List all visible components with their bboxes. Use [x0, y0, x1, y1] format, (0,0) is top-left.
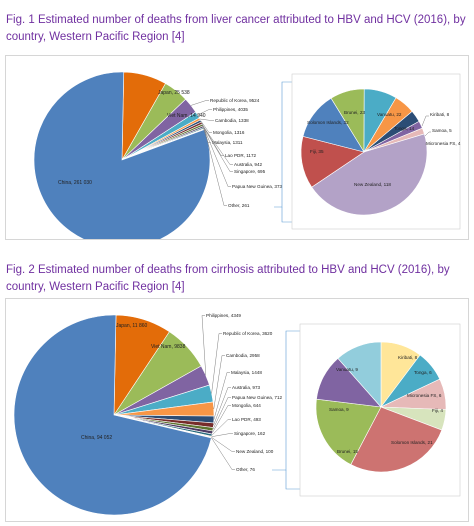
fig1-other-slice-solomon-islands [302, 97, 365, 153]
fig1-other-label-tonga: Tonga, 14 [394, 126, 415, 131]
figure-1-pie-chart: China, 261 030 Japan, 25 538 Viet Nam, 14 … [33, 71, 461, 249]
fig1-label-republic-of-korea: Republic of Korea, 9524 [210, 98, 260, 103]
fig1-label-singapore: Singapore, 695 [234, 169, 266, 174]
fig2-leader-other [211, 437, 235, 470]
fig2-leader-lao-pdr [211, 419, 231, 436]
fig2-other-slice-brunei [315, 398, 382, 465]
fig2-leader-new-zealand [211, 437, 235, 452]
fig2-leader-papua-new-guinea [212, 397, 231, 430]
fig1-leader-australia [203, 126, 233, 165]
fig1-main-slice-china [33, 71, 211, 249]
fig2-leader-singapore [211, 433, 233, 437]
fig1-label-other: Other, 261 [228, 203, 250, 208]
fig1-label-cambodia: Cambodia, 1338 [215, 118, 249, 123]
fig2-connector-bottom [285, 470, 300, 490]
fig2-label-republic-of-korea: Republic of Korea, 3620 [223, 331, 273, 336]
fig2-label-cambodia: Cambodia, 2958 [226, 353, 260, 358]
fig1-leader-mongolia [200, 120, 212, 133]
fig2-label-lao-pdr: Lao PDR, 493 [232, 417, 261, 422]
figure-2-pie-chart: China, 94 052 Japan, 11 860 Viet Nam, 9838… [13, 313, 461, 516]
fig2-leader-cambodia [213, 355, 225, 410]
fig2-label-papua-new-guinea: Papua New Guinea, 712 [232, 395, 283, 400]
figure-1-title: Fig. 1 Estimated number of deaths from l… [6, 14, 466, 43]
fig2-other-label-kiribati: Kiribati, 8 [398, 355, 418, 360]
fig2-leader-malaysia [213, 372, 230, 420]
fig1-label-philippines: Philippines, 4035 [213, 107, 248, 112]
fig2-label-mongolia: Mongolia, 644 [232, 403, 261, 408]
fig2-other-label-samoa: Samoa, 9 [329, 407, 349, 412]
fig2-other-label-micronesia: Micronesia FS, 6 [407, 393, 442, 398]
fig2-other-label-fiji: Fiji, 4 [432, 408, 443, 413]
fig2-label-new-zealand: New Zealand, 100 [236, 449, 274, 454]
fig1-other-label-new-zealand: New Zealand, 118 [354, 182, 391, 187]
fig1-connector-top [274, 81, 292, 208]
fig1-other-label-samoa: Samoa, 5 [432, 128, 452, 133]
fig2-other-slice-solomon-islands [350, 406, 443, 473]
fig1-other-label-solomon: Solomon Islands, 32 [307, 120, 349, 125]
fig2-label-singapore: Singapore, 162 [234, 431, 266, 436]
fig1-label-mongolia: Mongolia, 1316 [213, 130, 245, 135]
fig1-label-japan: Japan, 25 538 [158, 90, 190, 96]
fig1-other-label-brunei: Brunei, 23 [344, 110, 365, 115]
fig2-leader-mongolia [212, 405, 231, 433]
fig1-other-label-micronesia: Micronesia FS, 4 [426, 141, 461, 146]
fig2-label-japan: Japan, 11 860 [116, 323, 148, 329]
fig2-label-malaysia: Malaysia, 1448 [231, 370, 262, 375]
fig1-other-label-fiji: Fiji, 35 [310, 149, 324, 154]
fig2-label-china: China, 94 052 [81, 435, 112, 441]
fig1-label-australia: Australia, 942 [234, 162, 263, 167]
fig1-leader-other [204, 129, 227, 206]
fig1-connector-bottom [281, 207, 292, 223]
fig2-leader-republic-of-korea [211, 333, 222, 394]
fig1-leader-singapore [203, 127, 233, 172]
fig2-other-label-vanuatu: Vanuatu, 9 [336, 367, 358, 372]
fig1-other-label-kiribati: Kiribati, 8 [430, 112, 450, 117]
figure-1-chart-panel: China, 261 030 Japan, 25 538 Viet Nam, 14 … [5, 55, 469, 249]
figure-2-chart-panel: China, 94 052 Japan, 11 860 Viet Nam, 9838… [5, 298, 469, 522]
fig2-leader-australia [213, 387, 231, 426]
fig2-leader-philippines [201, 315, 207, 376]
fig1-other-label-vanuatu: Vanuatu, 22 [377, 112, 402, 117]
fig2-label-australia: Australia, 973 [232, 385, 261, 390]
fig1-label-viet-nam: Viet Nam, 14 940 [167, 113, 206, 119]
fig2-main-slice-china [13, 314, 212, 516]
fig2-other-slice-vanuatu [337, 341, 382, 408]
fig1-label-lao-pdr: Lao PDR, 1172 [225, 153, 257, 158]
fig2-label-philippines: Philippines, 4349 [206, 313, 241, 318]
fig1-other-slice-new-zealand [311, 133, 428, 216]
fig1-other-leader-samoa [424, 131, 431, 137]
figure-2-title: Fig. 2 Estimated number of deaths from c… [6, 264, 450, 293]
fig1-other-leader-kiribati [421, 115, 429, 127]
fig2-connector-top [272, 330, 300, 471]
fig1-leader-republic-of-korea [190, 100, 209, 106]
fig1-leader-cambodia [199, 118, 214, 121]
fig2-label-viet-nam: Viet Nam, 9838 [151, 344, 186, 350]
fig1-other-slice-fiji [300, 136, 365, 188]
fig1-label-papua-new-guinea: Papua New Guinea, 373 [232, 184, 283, 189]
fig2-other-label-tonga: Tonga, 6 [414, 370, 432, 375]
fig2-other-label-solomon: Solomon Islands, 21 [391, 440, 433, 445]
fig1-leader-papua-new-guinea [204, 128, 231, 187]
fig1-leader-lao-pdr [202, 124, 224, 156]
fig1-label-china: China, 261 030 [58, 180, 92, 186]
fig1-leader-philippines [197, 109, 212, 116]
fig1-label-malaysia: Malaysia, 1311 [212, 140, 243, 145]
fig2-label-other: Other, 76 [236, 467, 255, 472]
fig2-other-label-brunei: Brunei, 15 [337, 449, 358, 454]
